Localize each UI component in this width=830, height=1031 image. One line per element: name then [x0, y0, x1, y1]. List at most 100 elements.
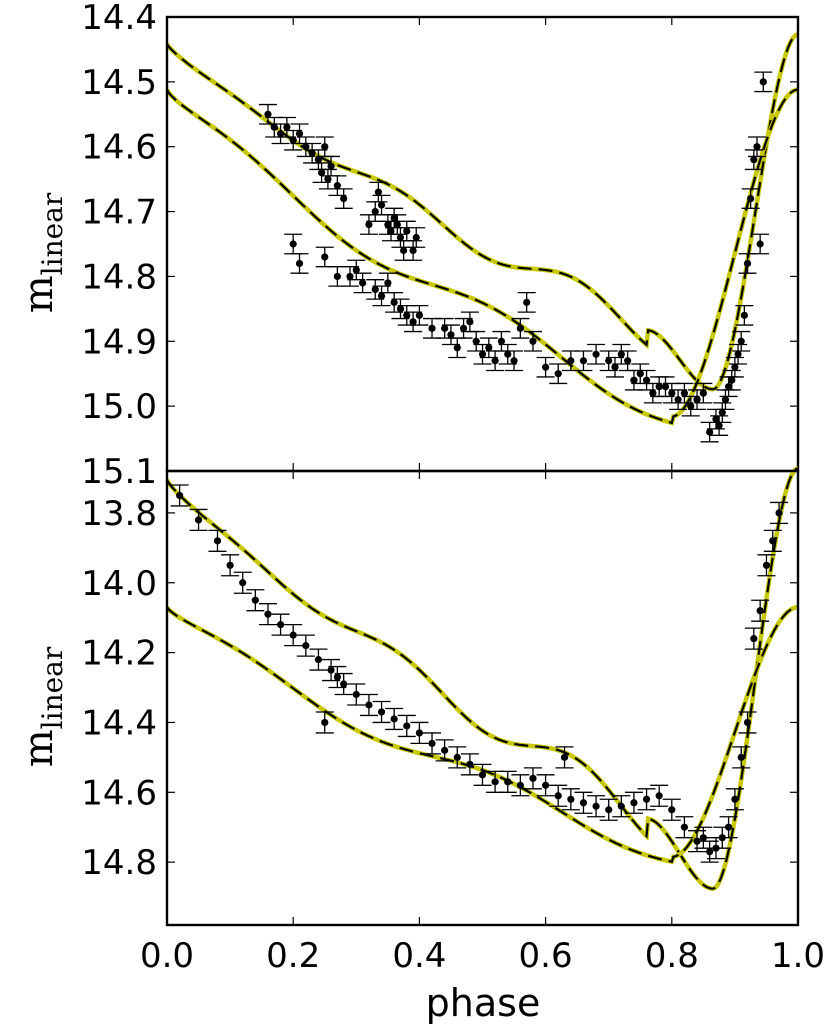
x-tick-labels: 0.0 0.2 0.4 0.6 0.8 1.0: [140, 936, 825, 976]
x-axis-label: phase: [426, 981, 541, 1025]
svg-text:mlinear: mlinear: [16, 646, 69, 767]
data-point: [735, 304, 754, 326]
data-point: [511, 774, 530, 797]
data-point: [284, 233, 303, 255]
data-point: [561, 788, 580, 811]
data-point: [498, 343, 517, 365]
data-point: [397, 714, 416, 738]
data-point: [574, 791, 593, 814]
y-tick-label: 14.6: [81, 773, 157, 813]
data-point: [523, 767, 542, 790]
data-point: [460, 753, 479, 776]
data-point: [290, 253, 309, 274]
y-tick-label: 14.8: [81, 843, 157, 883]
data-point: [656, 376, 675, 398]
data-point: [555, 746, 574, 769]
data-point: [296, 634, 315, 657]
data-point: [284, 129, 303, 151]
data-point: [662, 798, 681, 821]
data-point: [404, 240, 423, 261]
data-point: [246, 589, 265, 612]
y-axis-label-sub: linear: [36, 192, 69, 275]
data-point: [770, 501, 789, 525]
data-point: [353, 272, 372, 294]
data-point: [233, 571, 252, 594]
data-point: [221, 554, 240, 577]
data-point: [716, 389, 735, 411]
top-panel: 14.4 14.5 14.6 14.7 14.8 14.9 15.0 15.1: [81, 0, 800, 492]
data-point: [334, 188, 353, 209]
model-curve-fourier: [165, 32, 799, 392]
data-point: [713, 402, 732, 424]
data-point: [741, 188, 760, 209]
y-axis-label-top: mlinear: [16, 192, 69, 313]
model-curve-fourier: [165, 466, 799, 891]
data-point: [385, 707, 404, 731]
data-point: [448, 746, 467, 769]
data-point: [675, 816, 694, 839]
data-point: [423, 317, 442, 339]
data-point: [435, 739, 454, 762]
data-point: [505, 350, 524, 372]
y-tick-label: 14.4: [81, 0, 157, 38]
data-point: [763, 529, 782, 552]
data-point: [744, 627, 763, 650]
data-point: [334, 672, 353, 696]
y-axis-label-sub: linear: [36, 646, 69, 729]
data-point: [511, 317, 530, 339]
data-point: [258, 603, 277, 626]
y-tick-label: 14.8: [81, 257, 157, 297]
data-point: [744, 149, 763, 171]
data-point: [318, 168, 337, 190]
data-point: [486, 350, 505, 372]
data-point: [309, 648, 328, 671]
data-point: [369, 181, 388, 203]
data-point: [523, 330, 542, 352]
data-point: [372, 700, 391, 724]
data-point: [549, 784, 568, 807]
x-tick-label: 0.2: [266, 936, 320, 976]
x-tick-label: 0.4: [392, 936, 446, 976]
model-curve-fourier-dash: [166, 33, 799, 391]
data-point: [170, 484, 189, 507]
y-tick-label: 14.4: [81, 703, 157, 743]
y-tick-label: 14.9: [81, 322, 157, 362]
data-point: [315, 246, 334, 268]
data-point: [725, 788, 744, 811]
data-point: [407, 227, 426, 248]
data-point: [347, 683, 366, 706]
y-tick-label: 15.0: [81, 387, 157, 427]
data-point: [328, 266, 347, 287]
y-tick-label: 14.6: [81, 128, 157, 168]
data-point: [473, 763, 492, 786]
data-point: [719, 816, 738, 839]
data-point: [599, 798, 618, 821]
data-point: [751, 599, 770, 622]
data-point: [732, 746, 751, 769]
model-curve-fourier-dash: [166, 467, 799, 890]
data-point: [517, 291, 536, 313]
data-point: [624, 791, 643, 814]
data-point: [675, 382, 694, 404]
data-point: [700, 421, 719, 443]
data-point: [751, 233, 770, 255]
data-point: [681, 395, 700, 417]
data-point: [729, 343, 748, 365]
y-tick-label: 14.7: [81, 193, 157, 233]
data-point: [650, 784, 669, 807]
y-tick-label: 15.1: [81, 452, 157, 492]
data-point: [315, 711, 334, 734]
bottom-panel: 13.8 14.0 14.2 14.4 14.6 14.8: [81, 466, 800, 927]
data-point: [290, 123, 309, 145]
data-point: [189, 508, 208, 532]
y-tick-label: 14.2: [81, 634, 157, 674]
data-point: [612, 795, 631, 818]
y-axis-label-bottom: mlinear: [16, 646, 69, 767]
data-point: [722, 369, 741, 391]
data-point: [498, 770, 517, 793]
y-tick-label: 14.0: [81, 564, 157, 604]
data-point: [359, 693, 378, 717]
y-axis-label-main: m: [16, 729, 62, 767]
model-curve-template-dash: [166, 606, 799, 864]
y-tick-label: 14.5: [81, 63, 157, 103]
